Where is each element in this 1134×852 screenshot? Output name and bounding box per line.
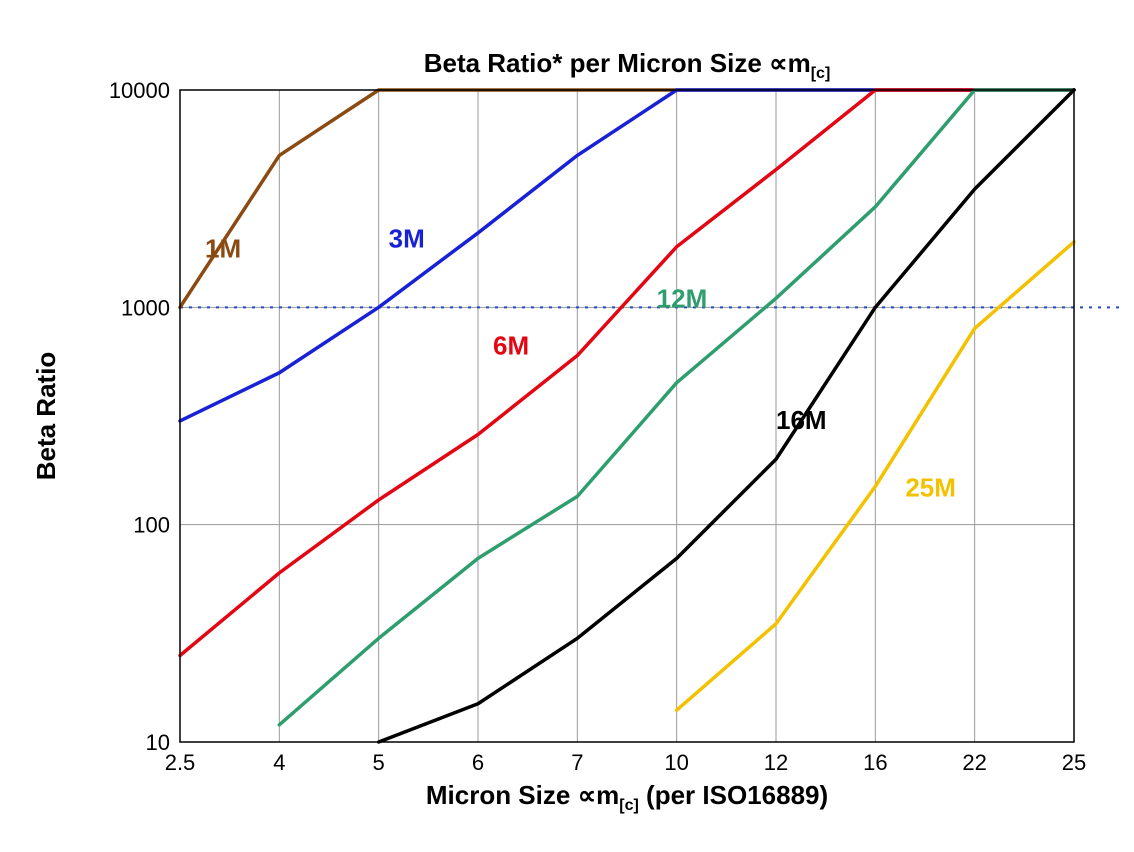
y-axis-label: Beta Ratio — [31, 352, 61, 481]
series-label: 6M — [493, 330, 529, 360]
y-tick-label: 1000 — [121, 295, 170, 320]
x-tick-label: 12 — [764, 750, 788, 775]
series-label: 25M — [905, 472, 956, 502]
x-tick-label: 4 — [273, 750, 285, 775]
series-label: 1M — [205, 233, 241, 263]
chart-svg: 1M3M6M12M16M25M101001000100002.545671012… — [0, 0, 1134, 852]
y-tick-label: 100 — [133, 513, 170, 538]
x-tick-label: 16 — [863, 750, 887, 775]
x-tick-label: 2.5 — [165, 750, 196, 775]
chart-container: 1M3M6M12M16M25M101001000100002.545671012… — [0, 0, 1134, 852]
chart-title: Beta Ratio* per Micron Size ∝m[c] — [424, 48, 831, 82]
x-tick-label: 10 — [664, 750, 688, 775]
series-label: 16M — [776, 405, 827, 435]
x-tick-label: 5 — [373, 750, 385, 775]
series-label: 3M — [389, 223, 425, 253]
series-label: 12M — [657, 284, 708, 314]
y-tick-label: 10000 — [109, 78, 170, 103]
chart-background — [0, 0, 1134, 852]
x-tick-label: 6 — [472, 750, 484, 775]
x-tick-label: 7 — [571, 750, 583, 775]
x-tick-label: 22 — [962, 750, 986, 775]
x-tick-label: 25 — [1062, 750, 1086, 775]
